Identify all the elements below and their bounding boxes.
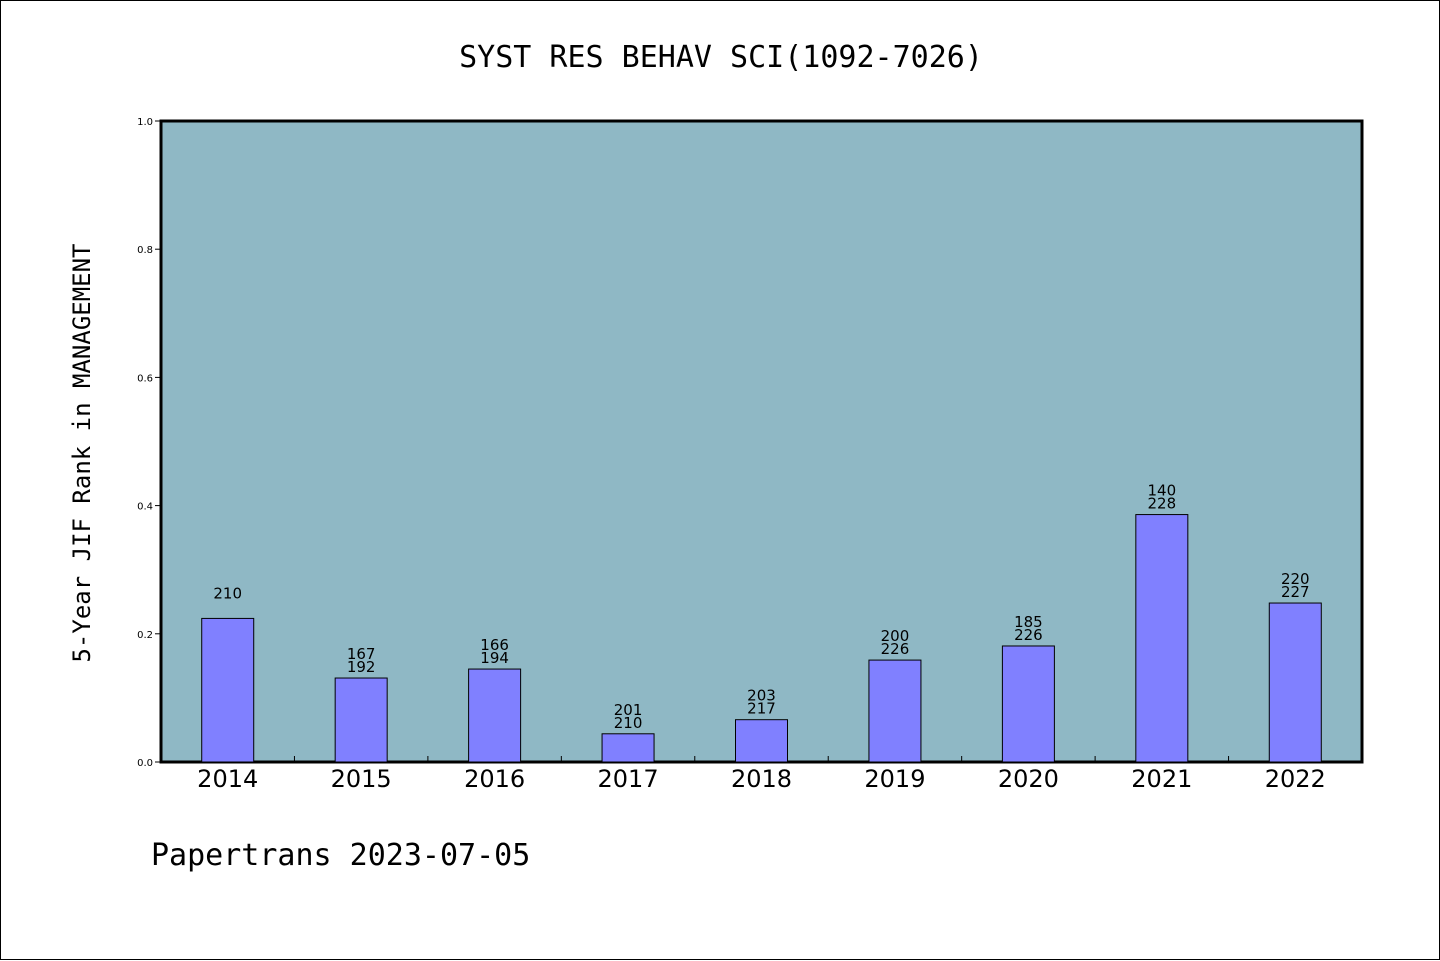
chart-title: SYST RES BEHAV SCI(1092-7026) bbox=[459, 40, 983, 75]
bar-data-label: 185 bbox=[1014, 613, 1043, 631]
bar-data-label: 203 bbox=[747, 687, 776, 705]
x-tick-label: 2021 bbox=[1131, 765, 1192, 793]
bar-data-label: 140 bbox=[1148, 482, 1177, 500]
bar-labels: 2101671921661942012102032172002261852261… bbox=[213, 482, 1309, 732]
bar-2014 bbox=[201, 617, 255, 763]
x-tick-label: 2019 bbox=[864, 765, 925, 793]
bar-data-label: 210 bbox=[213, 584, 242, 602]
bar-2022 bbox=[1268, 602, 1322, 763]
x-tick-label: 2020 bbox=[998, 765, 1059, 793]
x-tick-label: 2015 bbox=[331, 765, 392, 793]
bar-2017 bbox=[601, 733, 655, 763]
bar-2016 bbox=[468, 668, 522, 763]
y-axis: 0.0 0.2 0.4 0.6 0.8 1.0 bbox=[137, 117, 161, 769]
bar-data-label: 227 bbox=[1281, 583, 1310, 601]
x-tick-label: 2017 bbox=[598, 765, 659, 793]
bar-2015 bbox=[334, 677, 388, 763]
x-tick-label: 2022 bbox=[1265, 765, 1326, 793]
x-axis: 2014 2015 2016 2017 2018 2019 2020 2021 2022 bbox=[197, 756, 1326, 793]
x-tick-label: 2016 bbox=[464, 765, 525, 793]
bar-2019 bbox=[868, 659, 922, 763]
y-tick-label: 0.4 bbox=[137, 502, 153, 513]
bar-data-label: 217 bbox=[747, 700, 776, 718]
bar-data-label: 200 bbox=[881, 627, 910, 645]
bar-2018 bbox=[735, 719, 788, 763]
y-tick-label: 1.0 bbox=[137, 117, 153, 128]
y-tick-label: 0.6 bbox=[137, 373, 153, 384]
y-tick-label: 0.2 bbox=[137, 630, 153, 641]
y-tick-label: 0.0 bbox=[137, 758, 153, 769]
bars bbox=[201, 514, 1322, 763]
bar-data-label: 166 bbox=[480, 636, 509, 654]
bar-data-label: 210 bbox=[614, 714, 643, 732]
y-axis-label: 5-Year JIF Rank in MANAGEMENT bbox=[68, 243, 96, 662]
x-tick-label: 2018 bbox=[731, 765, 792, 793]
bar-data-label: 226 bbox=[1014, 626, 1043, 644]
bar-2020 bbox=[1001, 645, 1055, 763]
bar-data-label: 167 bbox=[347, 645, 376, 663]
bar-2021 bbox=[1135, 514, 1189, 763]
bar-data-label: 228 bbox=[1148, 495, 1177, 513]
footer-text: Papertrans 2023-07-05 bbox=[151, 838, 530, 873]
bar-data-label: 220 bbox=[1281, 570, 1310, 588]
x-tick-label: 2014 bbox=[197, 765, 258, 793]
bar-data-label: 201 bbox=[614, 701, 643, 719]
bar-data-label: 194 bbox=[480, 649, 509, 667]
bar-data-label: 192 bbox=[347, 658, 376, 676]
y-tick-label: 0.8 bbox=[137, 245, 153, 256]
bar-data-label: 226 bbox=[881, 640, 910, 658]
